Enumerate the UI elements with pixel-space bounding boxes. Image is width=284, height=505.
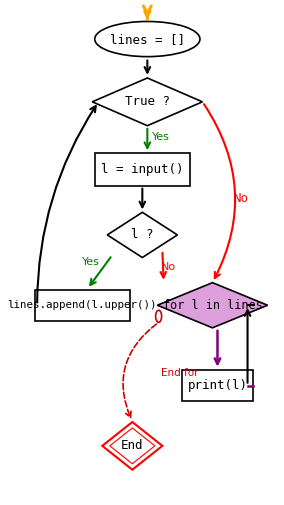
Text: Yes: Yes [82, 257, 100, 267]
Text: l ?: l ? [131, 228, 154, 241]
Text: lines = []: lines = [] [110, 32, 185, 45]
Text: lines.append(l.upper()): lines.append(l.upper()) [7, 300, 157, 310]
Text: End for: End for [161, 368, 199, 378]
Text: print(l): print(l) [187, 379, 247, 392]
Text: Yes: Yes [152, 132, 170, 142]
Text: No: No [161, 262, 176, 272]
Text: for l in lines: for l in lines [163, 299, 262, 312]
Circle shape [156, 310, 162, 322]
Polygon shape [102, 422, 162, 470]
Text: No: No [233, 192, 248, 205]
Ellipse shape [95, 22, 200, 57]
Polygon shape [107, 212, 178, 258]
Polygon shape [157, 283, 268, 328]
Text: End: End [121, 439, 144, 452]
FancyBboxPatch shape [95, 154, 190, 186]
Text: l = input(): l = input() [101, 163, 183, 176]
Polygon shape [92, 78, 202, 126]
Text: True ?: True ? [125, 95, 170, 109]
FancyBboxPatch shape [182, 370, 252, 401]
FancyBboxPatch shape [35, 290, 130, 321]
